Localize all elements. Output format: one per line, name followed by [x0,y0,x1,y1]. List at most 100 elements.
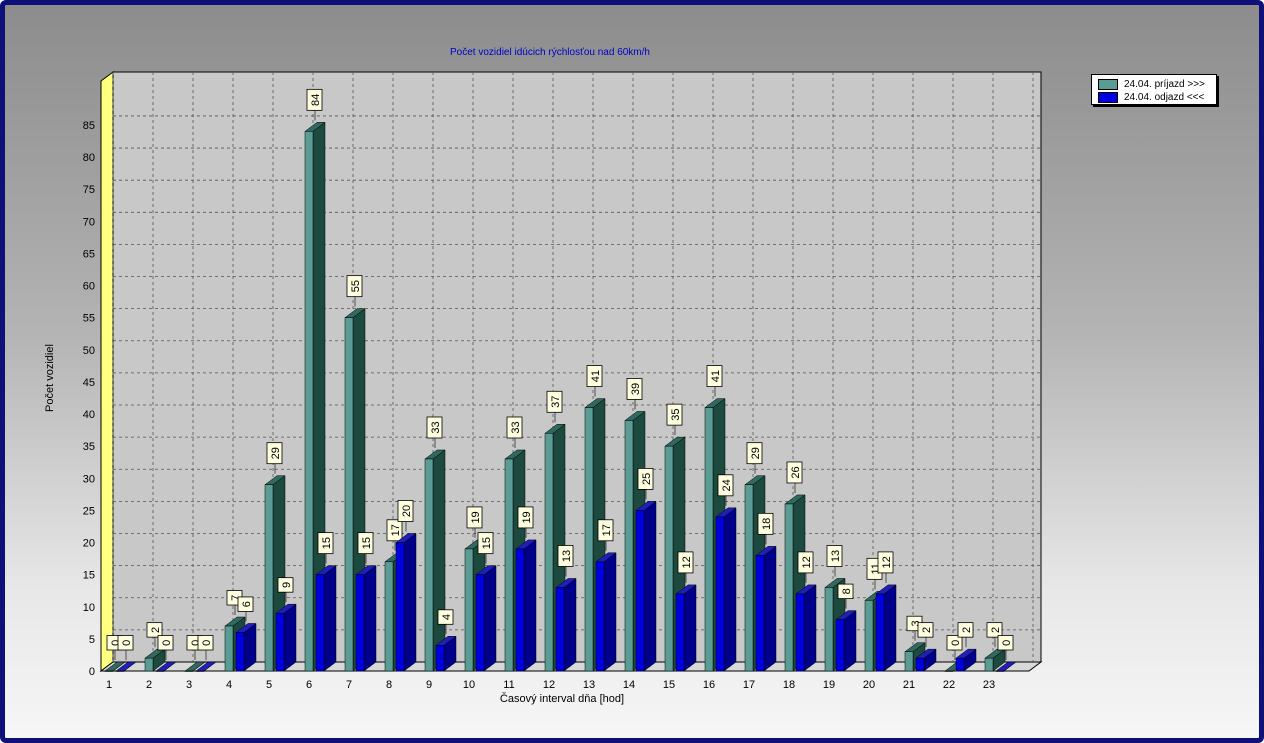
y-tick-label: 70 [83,216,95,228]
bar-odjazd [795,593,805,672]
legend-swatch-odjazd [1098,91,1118,103]
data-label-value: 0 [1001,640,1013,646]
y-tick-label: 35 [83,441,95,453]
data-label-odjazd: 0 [157,635,174,660]
bar-odjazd [115,670,125,672]
data-label-value: 39 [630,383,642,395]
bar-odjazd [995,670,1005,672]
data-label-value: 2 [150,627,162,633]
bar-odjazd [275,612,285,672]
data-label-box [506,416,523,439]
data-label-odjazd: 0 [997,635,1014,660]
data-label-prijazd: 2 [986,622,1003,648]
bar-odjazd [475,574,485,672]
y-tick-label: 30 [83,473,95,485]
data-label-box [717,474,734,497]
data-label-value: 3 [910,620,922,626]
data-label-value: 13 [561,550,573,562]
bar-prijazd [304,131,314,672]
bar-side-odjazd [523,539,537,672]
data-label-box [386,519,403,542]
data-label-box [117,635,134,651]
data-label-box [826,545,843,567]
bar-prijazd [464,548,474,672]
y-tick-label: 55 [83,313,95,325]
data-label-box [586,365,603,387]
y-tick-label: 20 [83,538,95,550]
legend-item-odjazd: 24.04. odjazd <<< [1098,91,1204,103]
bar-side-odjazd [403,533,417,672]
bar-odjazd [555,587,565,672]
bar-prijazd [624,420,634,672]
data-label-value: 6 [241,601,253,607]
data-label-box [397,500,414,522]
data-label-prijazd: 2 [146,622,163,648]
bar-prijazd [664,445,674,672]
bar-prijazd [704,407,714,672]
x-tick-label: 20 [863,679,875,691]
data-label-prijazd: 17 [386,519,403,551]
x-tick-label: 21 [903,679,915,691]
data-label-box [706,365,723,387]
bar-odjazd [315,574,325,672]
data-label-odjazd: 12 [797,551,814,583]
x-tick-label: 16 [703,679,715,691]
y-tick-label: 85 [83,120,95,132]
x-tick-label: 22 [943,679,955,691]
data-label-box [157,635,174,651]
x-tick-label: 5 [266,679,272,691]
x-tick-label: 13 [583,679,595,691]
bar-side-odjazd [803,584,817,672]
bar-odjazd [635,510,645,672]
data-label-box [317,532,334,555]
x-tick-label: 10 [463,679,475,691]
x-tick-label: 7 [346,679,352,691]
data-label-odjazd: 18 [757,512,774,545]
data-label-prijazd: 35 [666,403,683,436]
data-label-value: 35 [670,409,682,421]
chart-title: Počet vozidiel idúcich rýchlosťou nad 60… [450,47,650,58]
bar-odjazd [915,657,925,672]
data-label-box [797,551,814,574]
data-label-value: 4 [441,614,453,620]
bar-prijazd [944,670,954,672]
data-label-value: 55 [350,280,362,292]
data-label-prijazd: 41 [706,365,723,397]
data-label-value: 0 [201,640,213,646]
data-label-prijazd: 33 [506,416,523,448]
data-label-odjazd: 12 [677,551,694,583]
data-label-odjazd: 2 [957,622,974,648]
bar-odjazd [395,542,405,672]
bar-side-odjazd [883,584,897,672]
data-label-box [437,609,454,625]
bar-prijazd [144,657,154,672]
bar-prijazd [744,484,754,672]
bar-side-odjazd [683,584,697,672]
data-label-value: 18 [761,518,773,530]
data-label-box [477,532,494,555]
data-label-value: 41 [590,370,602,382]
data-label-value: 12 [681,556,693,568]
legend-swatch-prijazd [1098,78,1118,90]
data-label-prijazd: 33 [426,416,443,448]
data-label-value: 33 [510,421,522,433]
data-label-box [957,622,974,638]
data-label-value: 33 [430,421,442,433]
data-label-value: 19 [470,511,482,523]
data-label-value: 41 [710,370,722,382]
y-tick-label: 40 [83,409,95,421]
data-label-box [146,622,163,638]
bar-prijazd [344,317,354,672]
y-tick-label: 65 [83,248,95,260]
data-label-odjazd: 0 [117,635,134,660]
data-label-box [986,622,1003,638]
bar-side-odjazd [363,565,377,672]
x-tick-label: 12 [543,679,555,691]
legend-item-prijazd: 24.04. príjazd >>> [1098,78,1205,90]
data-label-box [837,583,854,600]
x-tick-label: 19 [823,679,835,691]
y-tick-label: 10 [83,602,95,614]
data-label-prijazd: 29 [266,442,283,474]
bar-side-odjazd [643,500,657,672]
